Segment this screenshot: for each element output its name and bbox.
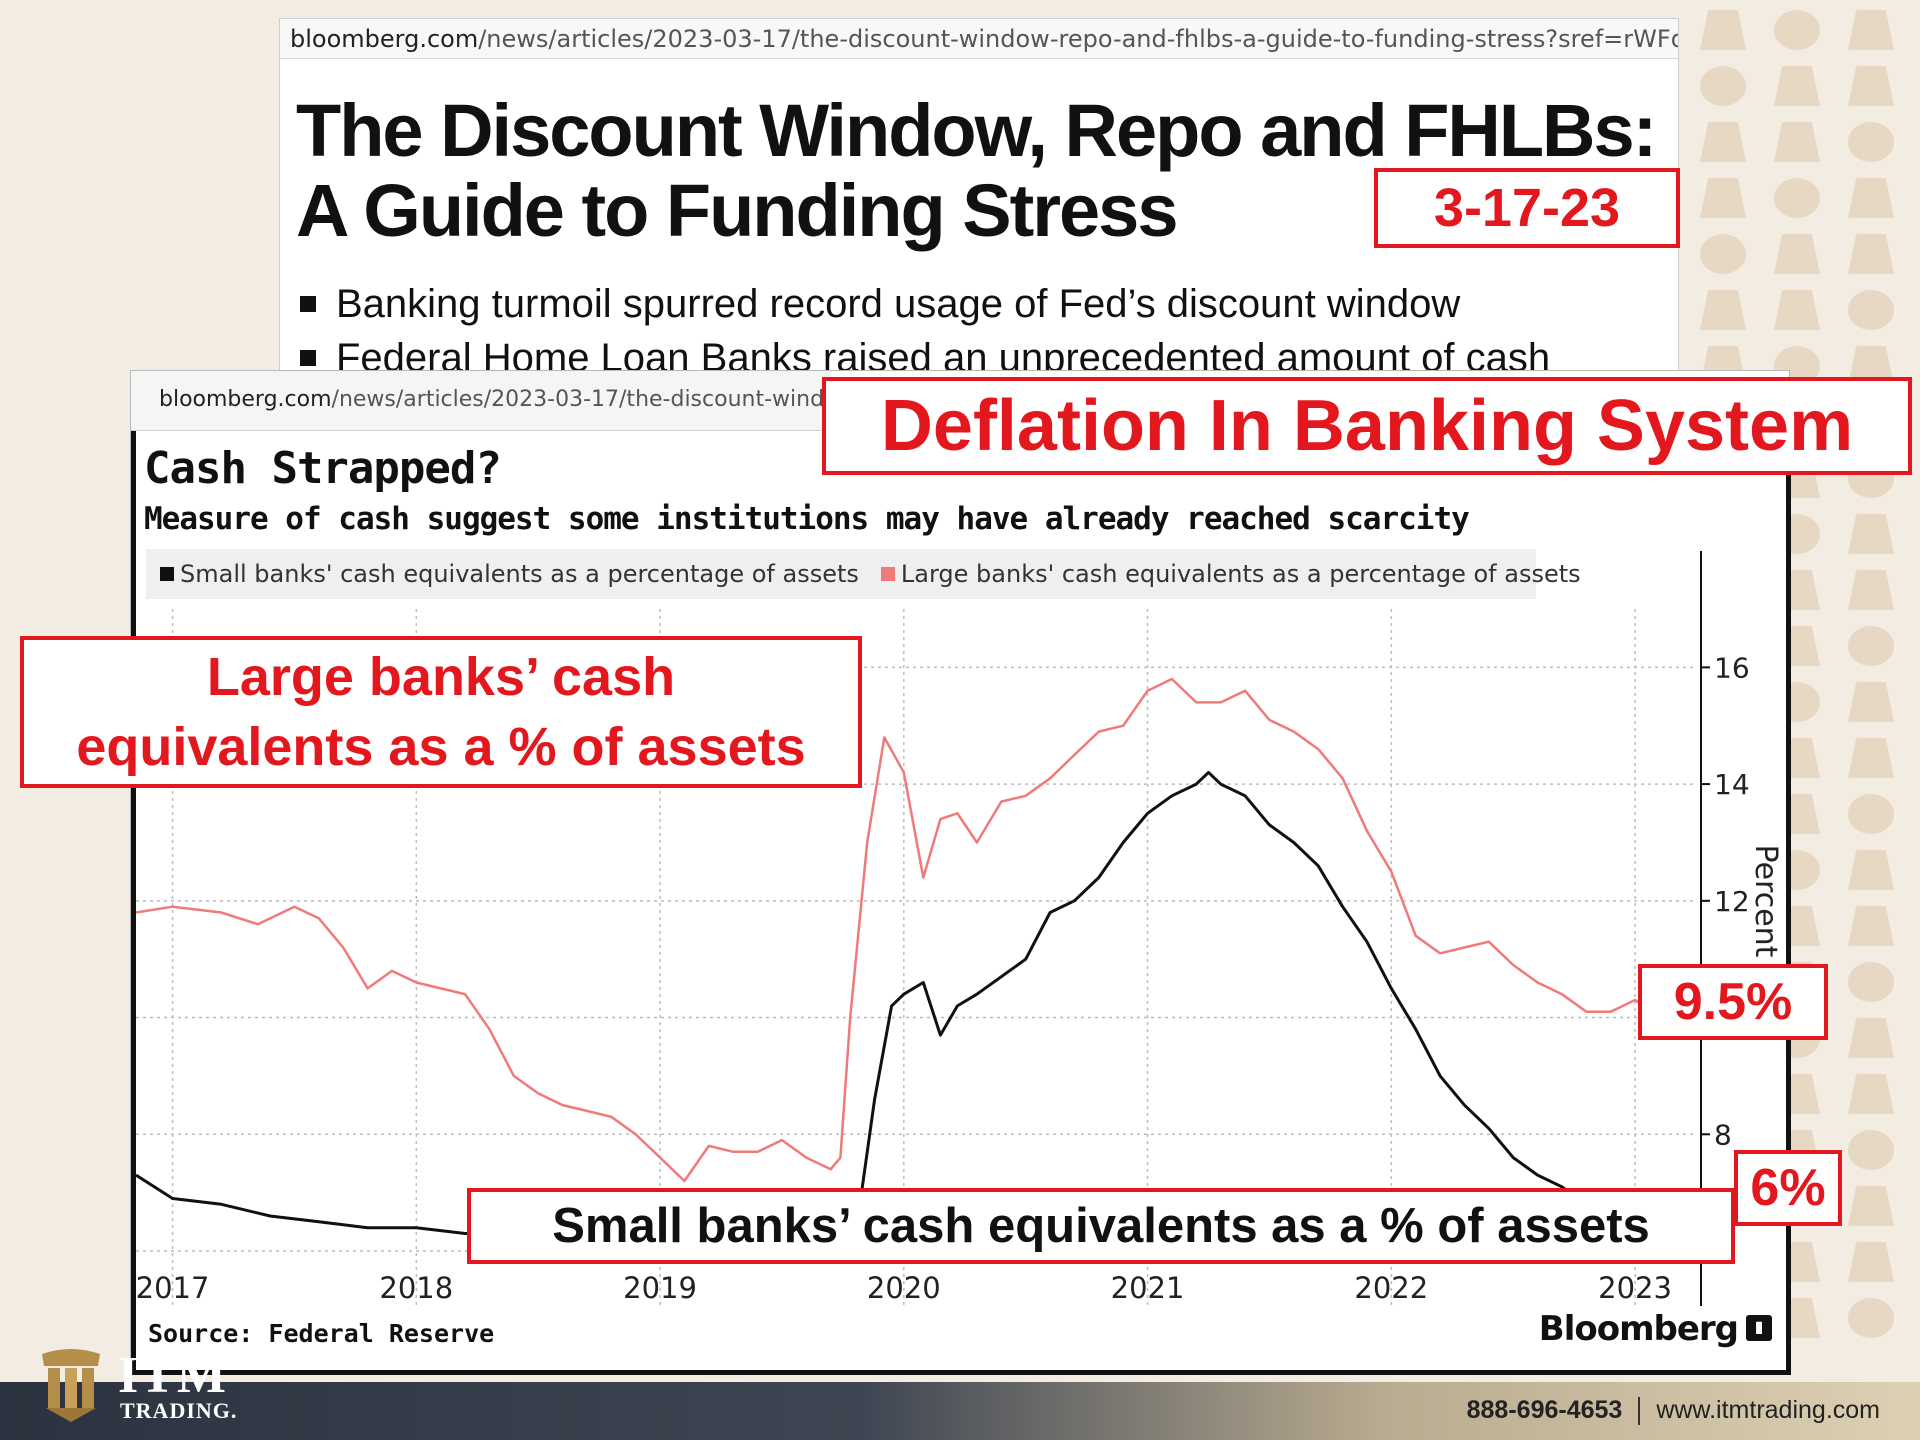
callout-large-line-1: Large banks’ cash — [206, 647, 676, 707]
pattern-shape — [1774, 122, 1820, 162]
callout-small-banks: Small banks’ cash equivalents as a % of … — [467, 1188, 1735, 1264]
x-tick-label: 2022 — [1354, 1271, 1428, 1305]
pattern-shape — [1848, 1130, 1894, 1170]
pattern-shape — [1848, 514, 1894, 554]
x-tick-label: 2021 — [1111, 1271, 1185, 1305]
y-tick-label: 12 — [1714, 885, 1750, 918]
footer-bar — [0, 1382, 1920, 1440]
bullet-text: Banking turmoil spurred record usage of … — [336, 281, 1461, 326]
pattern-shape — [1848, 1186, 1894, 1226]
line-chart: 6810121416Percent20172018201920202021202… — [136, 551, 1783, 1306]
headline-line-1: The Discount Window, Repo and FHLBs: — [296, 89, 1657, 172]
pattern-shape — [1848, 794, 1894, 834]
pattern-shape — [1700, 122, 1746, 162]
pattern-shape — [1700, 10, 1746, 50]
footer-website-link[interactable]: www.itmtrading.com — [1656, 1396, 1880, 1424]
callout-large-end-value: 9.5% — [1638, 964, 1828, 1040]
headline-line-2: A Guide to Funding Stress — [296, 169, 1179, 252]
logo-subtext: TRADING. — [120, 1398, 238, 1423]
x-tick-label: 2019 — [623, 1271, 697, 1305]
pattern-shape — [1848, 850, 1894, 890]
pattern-shape — [1848, 906, 1894, 946]
x-tick-label: 2018 — [379, 1271, 453, 1305]
legend-swatch-red — [880, 567, 895, 581]
pattern-shape — [1700, 234, 1746, 274]
pattern-shape — [1848, 1074, 1894, 1114]
y-tick-label: 8 — [1714, 1118, 1732, 1151]
pattern-shape — [1848, 122, 1894, 162]
bullet-item: Banking turmoil spurred record usage of … — [296, 277, 1676, 331]
chart-source: Source: Federal Reserve — [148, 1319, 495, 1348]
article-url-bar[interactable]: bloomberg.com/news/articles/2023-03-17/t… — [280, 19, 1678, 59]
x-tick-label: 2023 — [1598, 1271, 1672, 1305]
bloomberg-chart-icon: ▮ — [1746, 1315, 1772, 1341]
pattern-shape — [1774, 234, 1820, 274]
pattern-shape — [1774, 10, 1820, 50]
bullet-square-icon — [300, 296, 316, 312]
chart-subtitle: Measure of cash suggest some institution… — [144, 501, 1470, 537]
pattern-shape — [1848, 682, 1894, 722]
footer-contact: 888-696-4653 www.itmtrading.com — [1467, 1396, 1880, 1425]
bullet-square-icon — [300, 350, 316, 366]
logo-wordmark: ITM — [118, 1347, 228, 1404]
y-axis-label: Percent — [1748, 845, 1783, 958]
footer-divider — [1638, 1396, 1641, 1425]
pattern-shape — [1848, 1018, 1894, 1058]
y-tick-label: 14 — [1714, 768, 1750, 801]
article-bullets: Banking turmoil spurred record usage of … — [296, 277, 1676, 385]
x-tick-label: 2020 — [867, 1271, 941, 1305]
pattern-shape — [1848, 626, 1894, 666]
legend-swatch-black — [160, 567, 174, 581]
article-url-path: /news/articles/2023-03-17/the-discount-w… — [478, 25, 1678, 53]
footer-phone[interactable]: 888-696-4653 — [1466, 1396, 1623, 1424]
chart-url-domain: bloomberg.com — [159, 387, 332, 412]
legend-item-small-banks: Small banks' cash equivalents as a perce… — [160, 560, 859, 588]
callout-large-line-2: equivalents as a % of assets — [76, 717, 806, 777]
article-headline: The Discount Window, Repo and FHLBs: A G… — [296, 89, 1657, 252]
pattern-shape — [1848, 290, 1894, 330]
bloomberg-brand: Bloomberg — [1538, 1309, 1739, 1349]
pattern-shape — [1700, 290, 1746, 330]
y-tick-label: 16 — [1714, 651, 1750, 684]
chart-title: Cash Strapped? — [144, 443, 502, 494]
callout-deflation-title: Deflation In Banking System — [822, 377, 1912, 475]
series-line-large-banks — [136, 677, 1678, 1183]
chart-url-bar[interactable]: bloomberg.com/news/articles/2023-03-17/t… — [131, 371, 831, 431]
article-card: bloomberg.com/news/articles/2023-03-17/t… — [279, 18, 1679, 380]
pattern-shape — [1848, 66, 1894, 106]
itm-logo-icon — [42, 1349, 100, 1422]
callout-large-banks: Large banks’ cash equivalents as a % of … — [20, 636, 862, 788]
pattern-shape — [1774, 290, 1820, 330]
pattern-shape — [1848, 962, 1894, 1002]
pattern-shape — [1848, 10, 1894, 50]
x-tick-label: 2017 — [136, 1271, 209, 1305]
legend-item-large-banks: Large banks' cash equivalents as a perce… — [880, 560, 1581, 588]
article-url-domain: bloomberg.com — [290, 25, 479, 53]
legend-label: Large banks' cash equivalents as a perce… — [900, 560, 1581, 588]
callout-small-end-value: 6% — [1734, 1150, 1842, 1226]
pattern-shape — [1848, 570, 1894, 610]
pattern-shape — [1774, 66, 1820, 106]
pattern-shape — [1848, 738, 1894, 778]
pattern-shape — [1848, 1298, 1894, 1338]
chart-legend: Small banks' cash equivalents as a perce… — [146, 549, 1581, 599]
pattern-shape — [1848, 178, 1894, 218]
series-line-small-banks — [136, 770, 1685, 1253]
pattern-shape — [1848, 1242, 1894, 1282]
pattern-shape — [1700, 178, 1746, 218]
pattern-shape — [1848, 234, 1894, 274]
date-label: 3-17-23 — [1374, 168, 1680, 248]
chart-url-path: /news/articles/2023-03-17/the-discount-w… — [331, 387, 831, 412]
pattern-shape — [1774, 178, 1820, 218]
legend-label: Small banks' cash equivalents as a perce… — [180, 560, 859, 588]
pattern-shape — [1700, 66, 1746, 106]
